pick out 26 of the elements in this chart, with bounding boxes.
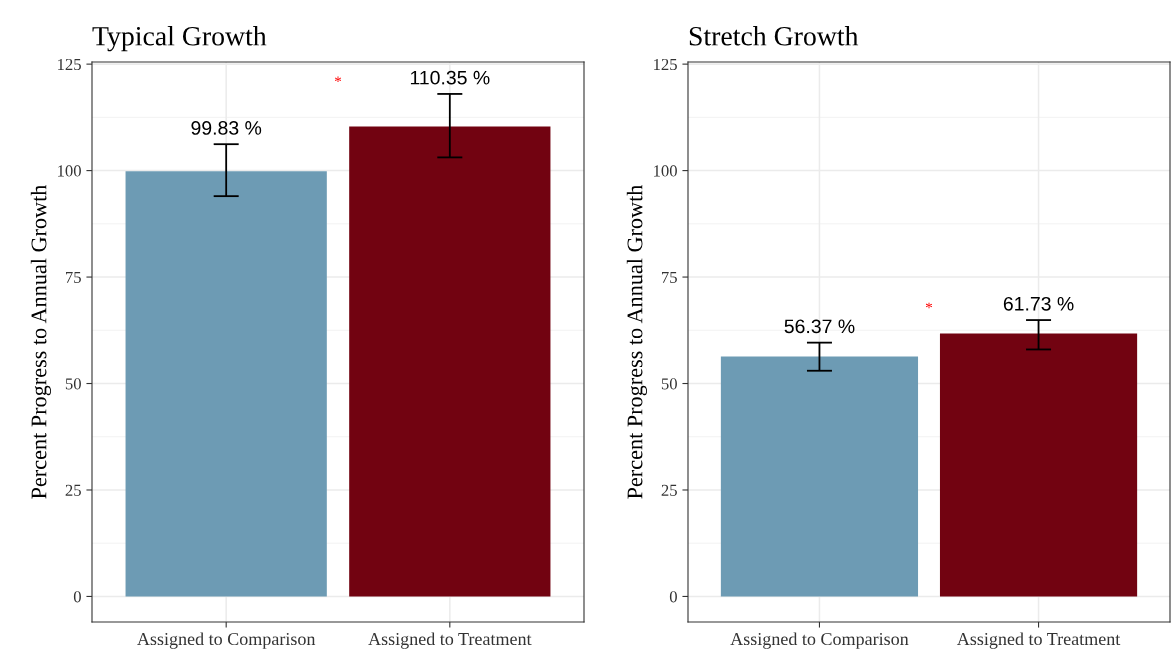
chart-title: Typical Growth [92, 26, 267, 52]
y-tick-label: 25 [65, 484, 81, 496]
y-tick-label: 50 [661, 378, 677, 390]
x-tick-label: Assigned to Comparison [730, 632, 909, 649]
x-tick-label: Assigned to Treatment [956, 632, 1121, 649]
chart-title: Stretch Growth [689, 26, 859, 46]
data-label: 110.35 % [410, 70, 490, 85]
x-tick-label: Assigned to Comparison [137, 632, 316, 649]
y-axis-title: Percent Progress to Annual Growth [626, 184, 648, 499]
y-tick-label: 50 [65, 378, 81, 390]
y-tick-label: 100 [654, 165, 677, 177]
y-axis-title: Percent Progress to Annual Growth [30, 184, 52, 499]
x-tick-label: Assigned to Treatment [368, 632, 532, 649]
y-tick-label: 0 [669, 591, 677, 603]
y-tick-label: 125 [654, 58, 677, 71]
data-label: 99.83 % [191, 121, 262, 135]
y-tick-label: 75 [662, 271, 677, 283]
y-tick-label: 0 [73, 591, 81, 603]
data-label: 61.73 % [1003, 296, 1074, 311]
y-tick-label: 25 [661, 484, 677, 496]
annotation: * [925, 302, 933, 309]
annotation: * [334, 76, 342, 83]
data-label: 56.37 % [784, 319, 855, 334]
y-tick-label: 125 [58, 58, 81, 71]
y-tick-label: 100 [58, 165, 81, 177]
y-tick-label: 75 [66, 271, 81, 283]
